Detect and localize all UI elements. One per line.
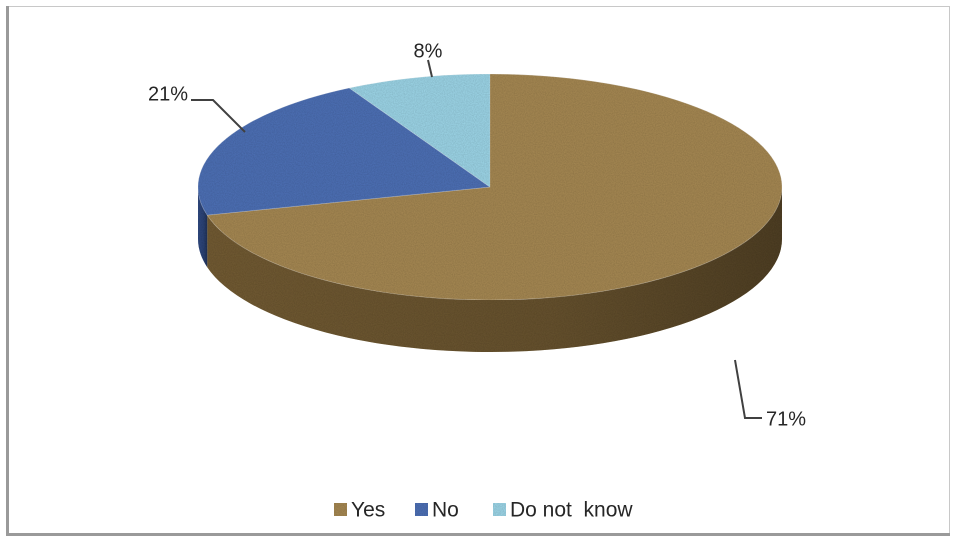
legend-swatch-yes	[334, 503, 347, 516]
legend-label-do-not-know: Do not know	[510, 499, 633, 522]
pie-tops	[197, 73, 783, 301]
legend-item-no: No	[415, 499, 459, 522]
leader-line-no	[191, 99, 246, 133]
pie-sides	[198, 187, 783, 353]
leader-line-yes	[734, 359, 762, 419]
pie-slice-yes	[206, 73, 783, 301]
legend-label-no: No	[432, 499, 459, 522]
legend-swatch-no	[415, 503, 428, 516]
pie-side-yes-shade	[207, 187, 783, 353]
legend-item-do-not-know: Do not know	[493, 499, 633, 522]
pie-slice-do-not-know	[348, 73, 491, 188]
pie-side-no-shade	[198, 187, 208, 268]
legend: Yes No Do not know	[334, 499, 633, 522]
pie-slice-no	[197, 87, 492, 216]
leader-line-do-not-know	[427, 59, 433, 78]
legend-label-yes: Yes	[351, 499, 385, 522]
legend-item-yes: Yes	[334, 499, 385, 522]
data-label-do-not-know: 8%	[414, 40, 443, 62]
data-label-no: 21%	[148, 83, 188, 105]
pie-labels: 71% 21% 8%	[148, 40, 806, 430]
data-label-yes: 71%	[766, 408, 806, 430]
frame-shadow-left	[6, 6, 9, 536]
legend-swatch-do-not-know	[493, 503, 506, 516]
frame-shadow-bottom	[6, 533, 950, 536]
